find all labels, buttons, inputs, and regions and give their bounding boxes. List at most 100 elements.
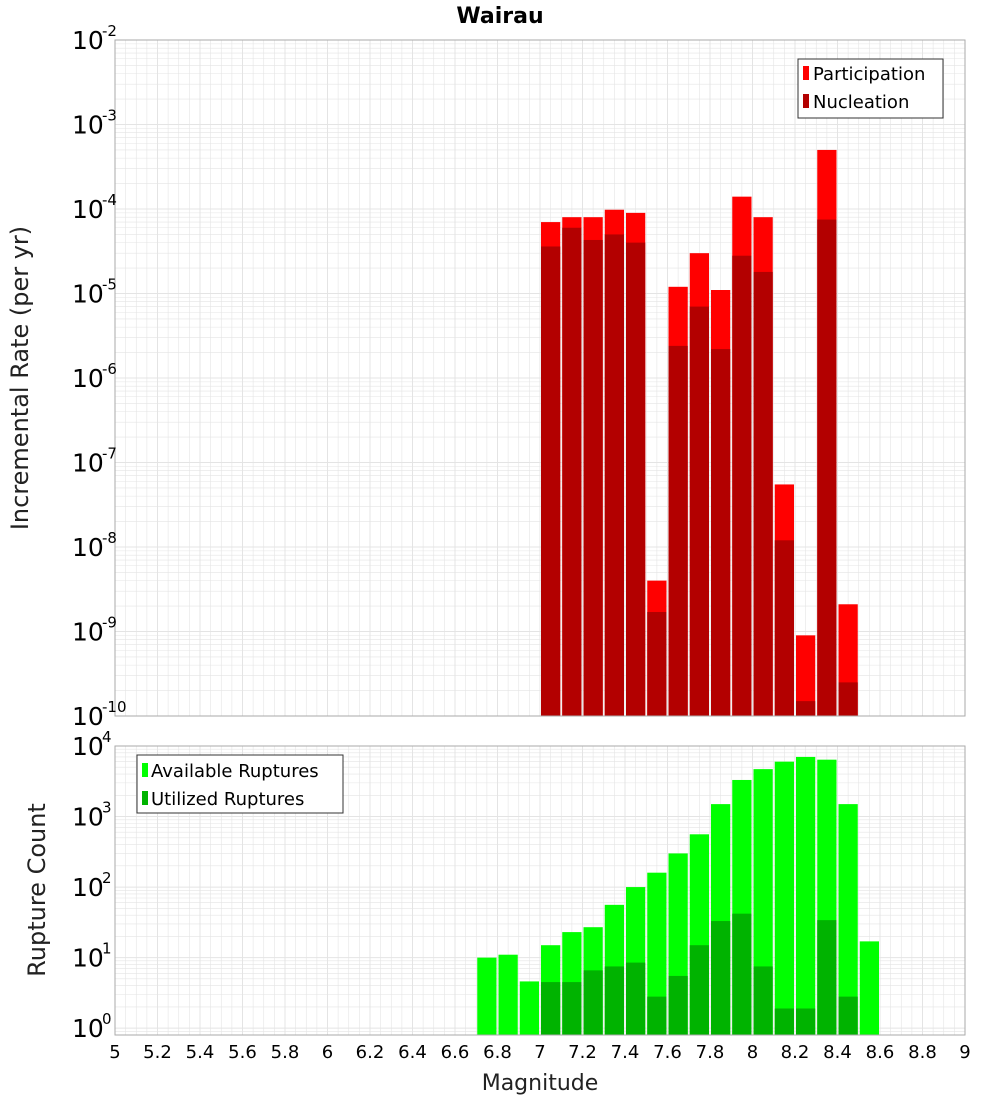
rate-y-tick-exponent: -9 — [102, 614, 117, 632]
rate-y-tick-exponent: -2 — [102, 22, 117, 40]
rate-y-tick-exponent: -8 — [102, 529, 117, 547]
x-tick-label: 8.2 — [781, 1042, 810, 1063]
nucleation-bar — [668, 345, 688, 716]
rate-y-tick-base: 10 — [72, 533, 104, 562]
x-tick-label: 8.6 — [866, 1042, 895, 1063]
legend-swatch-nucleation — [803, 94, 809, 108]
utilized-ruptures-bar — [732, 913, 752, 1035]
x-tick-label: 5.2 — [143, 1042, 172, 1063]
nucleation-bar — [753, 271, 773, 716]
nucleation-bar — [796, 701, 816, 716]
legend-swatch-utilized — [142, 791, 148, 805]
nucleation-bar — [583, 239, 603, 716]
utilized-ruptures-bar — [796, 1008, 816, 1035]
count-y-tick-exponent: 2 — [102, 869, 112, 887]
utilized-ruptures-bar — [817, 920, 837, 1035]
utilized-ruptures-bar — [626, 962, 646, 1035]
count-y-tick-base: 10 — [72, 1014, 104, 1043]
legend-label-utilized: Utilized Ruptures — [151, 789, 304, 810]
nucleation-bar — [604, 234, 624, 717]
x-tick-label: 8.4 — [823, 1042, 852, 1063]
x-tick-label: 6.6 — [441, 1042, 470, 1063]
rate-bars — [541, 149, 858, 717]
rate-y-tick-base: 10 — [72, 111, 104, 140]
x-tick-label: 6.8 — [483, 1042, 512, 1063]
utilized-ruptures-bar — [583, 970, 603, 1035]
x-tick-label: 5.4 — [186, 1042, 215, 1063]
x-tick-label: 9 — [959, 1042, 970, 1063]
available-ruptures-bar — [477, 957, 497, 1035]
count-y-tick-exponent: 1 — [102, 940, 112, 958]
rate-y-tick-base: 10 — [72, 618, 104, 647]
x-tick-label: 8.8 — [908, 1042, 937, 1063]
count-legend-box — [136, 754, 344, 814]
rate-y-tick-base: 10 — [72, 280, 104, 309]
legend-swatch-participation — [803, 66, 809, 80]
utilized-ruptures-bar — [711, 921, 731, 1035]
count-y-tick-base: 10 — [72, 873, 104, 902]
participation-bar — [796, 635, 816, 716]
x-tick-label: 6 — [322, 1042, 333, 1063]
chart-title: Wairau — [456, 4, 543, 29]
utilized-ruptures-bar — [753, 966, 773, 1035]
x-tick-label: 5.8 — [271, 1042, 300, 1063]
rate-y-tick-exponent: -10 — [102, 698, 127, 716]
x-tick-label: 7.6 — [653, 1042, 682, 1063]
available-ruptures-bar — [859, 941, 879, 1035]
x-axis-label: Magnitude — [482, 1071, 599, 1096]
available-ruptures-bar — [647, 872, 667, 1035]
utilized-ruptures-bar — [604, 966, 624, 1035]
nucleation-bar — [732, 255, 752, 716]
utilized-ruptures-bar — [689, 945, 709, 1035]
rate-y-tick-exponent: -5 — [102, 276, 117, 294]
utilized-ruptures-bar — [541, 982, 561, 1035]
rate-y-tick-exponent: -7 — [102, 445, 117, 463]
x-tick-label: 7.4 — [611, 1042, 640, 1063]
count-legend: Available Ruptures Utilized Ruptures — [136, 754, 344, 814]
count-plot-border — [114, 745, 966, 1036]
available-ruptures-bar — [774, 761, 794, 1035]
utilized-ruptures-bar — [647, 996, 667, 1035]
rate-y-tick-base: 10 — [72, 702, 104, 731]
x-tick-label: 7 — [534, 1042, 545, 1063]
x-tick-label: 5 — [109, 1042, 120, 1063]
available-ruptures-bar — [838, 804, 858, 1035]
nucleation-bar — [817, 219, 837, 717]
count-y-axis-label: Rupture Count — [23, 803, 51, 977]
legend-label-participation: Participation — [813, 64, 925, 85]
count-y-tick-base: 10 — [72, 803, 104, 832]
nucleation-bar — [626, 242, 646, 717]
count-y-tick-base: 10 — [72, 944, 104, 973]
rate-y-tick-base: 10 — [72, 195, 104, 224]
x-tick-label: 8 — [747, 1042, 758, 1063]
count-y-tick-exponent: 4 — [102, 728, 112, 746]
utilized-ruptures-bar — [774, 1008, 794, 1035]
legend-label-available: Available Ruptures — [151, 761, 319, 782]
utilized-ruptures-bar — [562, 982, 582, 1035]
nucleation-bar — [562, 227, 582, 716]
available-ruptures-bar — [519, 981, 539, 1035]
rate-y-tick-exponent: -6 — [102, 360, 117, 378]
rate-y-tick-base: 10 — [72, 26, 104, 55]
nucleation-bar — [689, 306, 709, 716]
rate-grid — [114, 39, 966, 717]
rate-legend: Participation Nucleation — [797, 58, 944, 119]
rate-y-axis-label: Incremental Rate (per yr) — [6, 226, 34, 530]
utilized-ruptures-bar — [668, 975, 688, 1035]
x-tick-label: 6.4 — [398, 1042, 427, 1063]
nucleation-bar — [838, 682, 858, 716]
magnitude-x-ticks: 5 5.2 5.4 5.6 5.8 6 6.2 6.4 6.6 6.8 7 7.2 7.4 7.6 7.8 8… — [109, 1042, 970, 1063]
x-tick-label: 5.6 — [228, 1042, 257, 1063]
legend-label-nucleation: Nucleation — [813, 92, 909, 113]
legend-swatch-available — [142, 763, 148, 777]
available-ruptures-bar — [498, 954, 518, 1035]
rate-legend-box — [797, 58, 944, 119]
rate-y-tick-base: 10 — [72, 449, 104, 478]
count-y-tick-base: 10 — [72, 732, 104, 761]
x-tick-label: 7.8 — [696, 1042, 725, 1063]
